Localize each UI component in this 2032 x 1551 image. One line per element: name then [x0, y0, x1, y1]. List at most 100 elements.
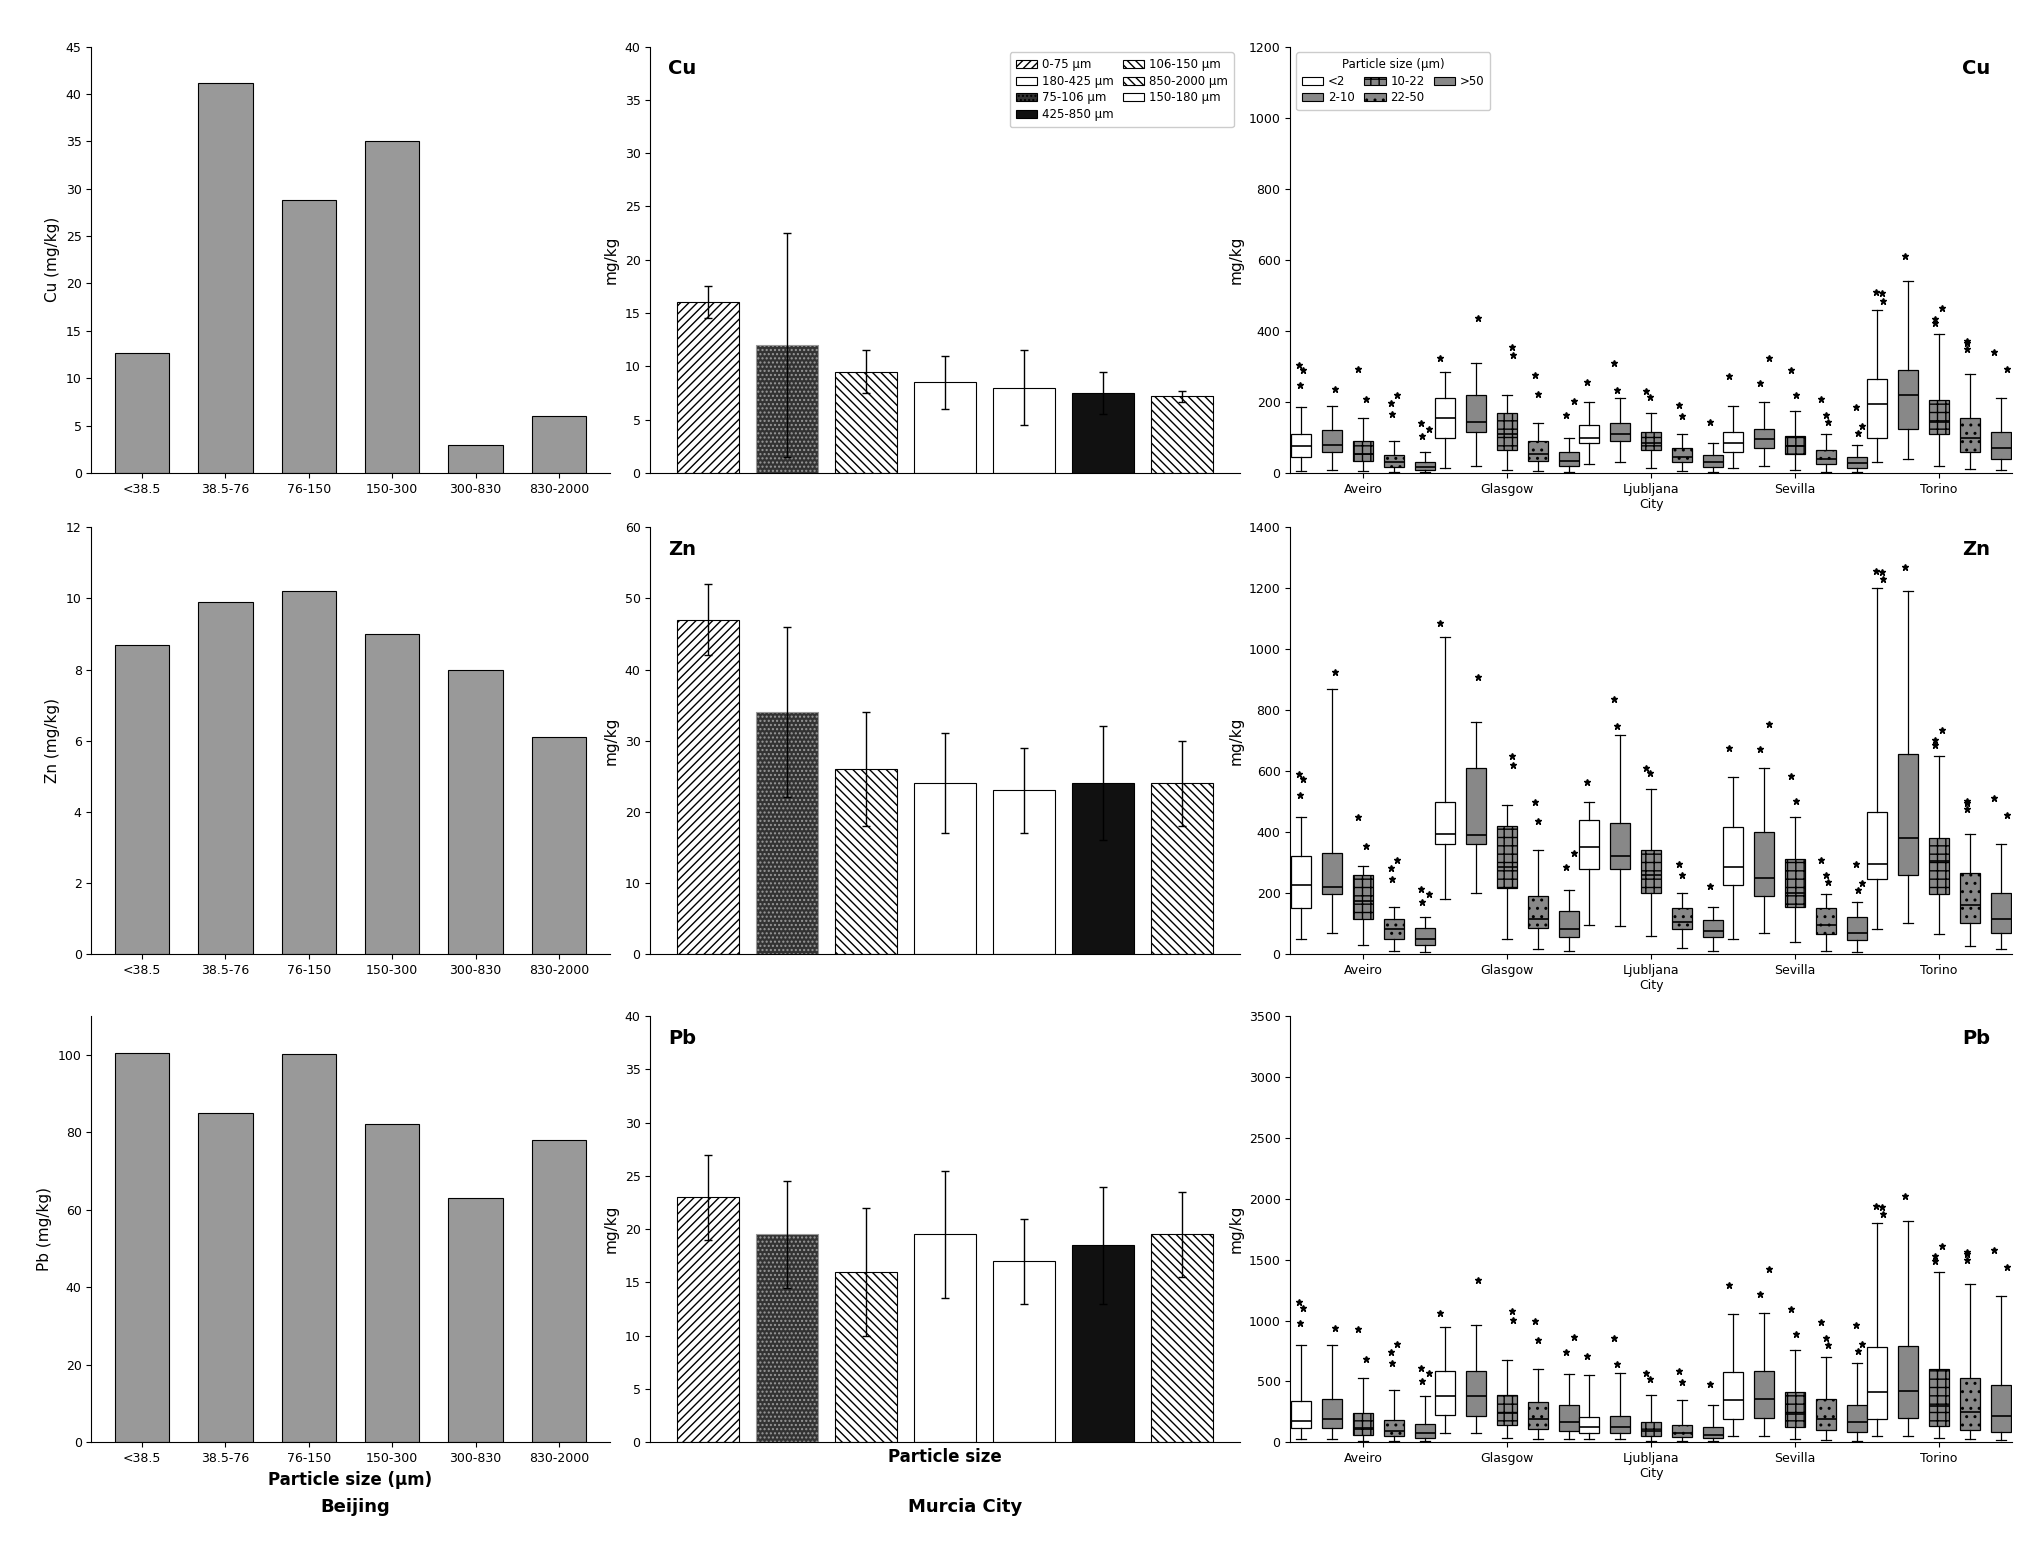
- PathPatch shape: [1435, 802, 1455, 844]
- PathPatch shape: [1435, 1371, 1455, 1415]
- Bar: [677, 302, 740, 473]
- PathPatch shape: [1817, 450, 1835, 464]
- PathPatch shape: [1867, 378, 1886, 437]
- PathPatch shape: [1754, 1371, 1774, 1418]
- PathPatch shape: [1559, 1405, 1579, 1432]
- PathPatch shape: [1416, 927, 1435, 945]
- PathPatch shape: [1353, 1413, 1374, 1435]
- Bar: [994, 1261, 1055, 1442]
- Bar: [199, 1114, 252, 1442]
- PathPatch shape: [1384, 918, 1404, 938]
- Bar: [1073, 1245, 1134, 1442]
- PathPatch shape: [1959, 1377, 1979, 1430]
- Bar: [116, 645, 169, 954]
- X-axis label: Particle size (μm): Particle size (μm): [268, 1470, 433, 1489]
- Legend: <2, 2-10, 10-22, 22-50, >50: <2, 2-10, 10-22, 22-50, >50: [1296, 53, 1489, 110]
- PathPatch shape: [1642, 433, 1660, 450]
- Bar: [914, 383, 975, 473]
- PathPatch shape: [1498, 1394, 1518, 1425]
- Bar: [366, 634, 419, 954]
- Y-axis label: mg/kg: mg/kg: [1227, 236, 1244, 284]
- PathPatch shape: [1292, 1401, 1311, 1428]
- PathPatch shape: [1435, 399, 1455, 437]
- Y-axis label: Pb (mg/kg): Pb (mg/kg): [37, 1187, 53, 1272]
- PathPatch shape: [1353, 440, 1374, 461]
- Bar: [835, 372, 896, 473]
- PathPatch shape: [1784, 859, 1804, 907]
- PathPatch shape: [1898, 1346, 1918, 1418]
- PathPatch shape: [1898, 371, 1918, 428]
- PathPatch shape: [1498, 825, 1518, 889]
- Bar: [914, 783, 975, 954]
- PathPatch shape: [1579, 1418, 1599, 1433]
- PathPatch shape: [1991, 893, 2010, 932]
- Bar: [116, 1053, 169, 1442]
- Bar: [994, 791, 1055, 954]
- PathPatch shape: [1991, 1385, 2010, 1432]
- PathPatch shape: [1723, 433, 1743, 451]
- Y-axis label: Zn (mg/kg): Zn (mg/kg): [45, 698, 61, 783]
- PathPatch shape: [1928, 838, 1949, 895]
- PathPatch shape: [1609, 824, 1630, 869]
- PathPatch shape: [1959, 417, 1979, 451]
- PathPatch shape: [1416, 462, 1435, 470]
- PathPatch shape: [1528, 1402, 1548, 1428]
- Legend: 0-75 μm, 180-425 μm, 75-106 μm, 425-850 μm, 106-150 μm, 850-2000 μm, 150-180 μm: 0-75 μm, 180-425 μm, 75-106 μm, 425-850 …: [1010, 53, 1233, 127]
- PathPatch shape: [1467, 396, 1485, 433]
- PathPatch shape: [1817, 1399, 1835, 1430]
- Bar: [366, 1124, 419, 1442]
- PathPatch shape: [1817, 909, 1835, 934]
- PathPatch shape: [1467, 768, 1485, 844]
- Bar: [449, 445, 502, 473]
- Text: Murcia City: Murcia City: [908, 1498, 1022, 1517]
- PathPatch shape: [1703, 1427, 1723, 1438]
- Bar: [282, 591, 335, 954]
- PathPatch shape: [1642, 850, 1660, 893]
- PathPatch shape: [1847, 1405, 1867, 1432]
- Bar: [282, 200, 335, 473]
- Text: Pb: Pb: [669, 1028, 695, 1048]
- X-axis label: Particle size: Particle size: [888, 1449, 1002, 1466]
- PathPatch shape: [1467, 1371, 1485, 1416]
- Bar: [1073, 783, 1134, 954]
- PathPatch shape: [1384, 1419, 1404, 1436]
- PathPatch shape: [1703, 920, 1723, 937]
- Bar: [756, 346, 817, 473]
- Text: Zn: Zn: [669, 540, 695, 560]
- PathPatch shape: [1416, 1424, 1435, 1438]
- Text: Pb: Pb: [1963, 1028, 1989, 1048]
- PathPatch shape: [1323, 431, 1343, 451]
- Bar: [366, 141, 419, 473]
- Bar: [756, 1235, 817, 1442]
- PathPatch shape: [1609, 1416, 1630, 1433]
- Bar: [449, 670, 502, 954]
- Bar: [835, 769, 896, 954]
- PathPatch shape: [1754, 428, 1774, 448]
- PathPatch shape: [1847, 458, 1867, 468]
- Bar: [756, 712, 817, 954]
- PathPatch shape: [1579, 425, 1599, 444]
- PathPatch shape: [1292, 856, 1311, 909]
- PathPatch shape: [1609, 423, 1630, 440]
- Bar: [532, 1140, 585, 1442]
- Bar: [116, 352, 169, 473]
- PathPatch shape: [1353, 875, 1374, 918]
- PathPatch shape: [1898, 754, 1918, 875]
- Bar: [1150, 783, 1213, 954]
- PathPatch shape: [1498, 413, 1518, 450]
- Bar: [835, 1272, 896, 1442]
- PathPatch shape: [1672, 1425, 1693, 1436]
- Bar: [994, 388, 1055, 473]
- PathPatch shape: [1384, 456, 1404, 467]
- Bar: [199, 82, 252, 473]
- Bar: [449, 1197, 502, 1442]
- Y-axis label: mg/kg: mg/kg: [1227, 717, 1244, 765]
- Bar: [677, 1197, 740, 1442]
- PathPatch shape: [1784, 436, 1804, 453]
- PathPatch shape: [1928, 1370, 1949, 1425]
- Y-axis label: mg/kg: mg/kg: [604, 717, 620, 765]
- PathPatch shape: [1847, 917, 1867, 940]
- Bar: [199, 602, 252, 954]
- PathPatch shape: [1867, 813, 1886, 879]
- Bar: [914, 1235, 975, 1442]
